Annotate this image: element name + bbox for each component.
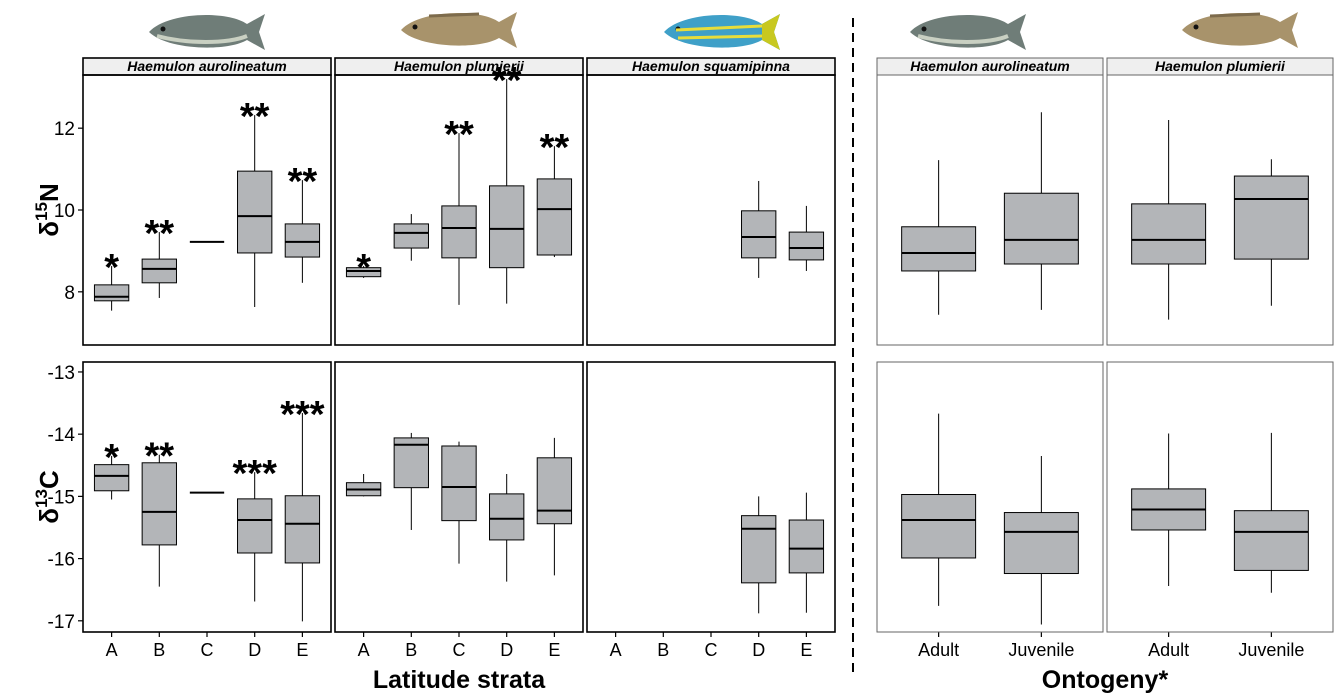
fish-icon	[910, 14, 1026, 50]
significance-label: **	[492, 60, 522, 102]
box	[1003, 512, 1079, 575]
x-tick-label: C	[453, 640, 466, 660]
y-tick-label: -16	[48, 550, 75, 571]
box	[741, 515, 777, 584]
x-tick-label: D	[500, 640, 513, 660]
x-tick-label: Adult	[918, 640, 959, 660]
significance-label: ***	[233, 453, 278, 495]
box	[284, 495, 321, 564]
box	[393, 223, 429, 249]
fish-icon	[1182, 12, 1298, 48]
x-tick-label: A	[610, 640, 622, 660]
box	[1233, 510, 1309, 571]
box	[284, 223, 321, 258]
y-title-element: C	[34, 470, 64, 489]
y-tick-label: -14	[48, 425, 76, 446]
box	[1233, 175, 1309, 260]
fish-icon	[149, 14, 265, 50]
y-tick-label: -13	[48, 363, 75, 384]
panel	[876, 361, 1104, 633]
y-axis-title: δ15N	[32, 183, 64, 236]
y-tick-label: 8	[64, 283, 75, 304]
box	[536, 178, 573, 256]
panel	[876, 74, 1104, 346]
significance-label: **	[240, 96, 270, 138]
strip-title: Haemulon aurolineatum	[910, 58, 1069, 74]
y-title-symbol: δ	[34, 221, 64, 237]
panel	[334, 361, 584, 633]
y-axis-title: δ13C	[32, 470, 64, 524]
x-axis-title: Ontogeny*	[1042, 666, 1169, 693]
box	[141, 462, 177, 546]
box	[237, 498, 273, 554]
x-tick-label: A	[358, 640, 370, 660]
significance-label: *	[104, 247, 119, 289]
y-title-element: N	[34, 183, 64, 202]
x-axis-title: Latitude strata	[373, 666, 546, 693]
box	[489, 185, 525, 269]
significance-label: **	[444, 114, 474, 156]
significance-label: **	[540, 127, 570, 169]
y-tick-label: -17	[48, 612, 75, 633]
significance-label: *	[104, 437, 119, 479]
x-tick-label: D	[752, 640, 765, 660]
significance-label: **	[288, 161, 318, 203]
box	[441, 205, 477, 259]
box	[393, 437, 429, 489]
strip-title: Haemulon aurolineatum	[127, 58, 286, 74]
panel	[1106, 361, 1334, 633]
x-tick-label: C	[705, 640, 718, 660]
x-tick-label: E	[548, 640, 560, 660]
box	[536, 457, 573, 525]
box	[489, 493, 525, 541]
x-tick-label: A	[106, 640, 118, 660]
box	[93, 464, 130, 492]
y-tick-label: -15	[48, 487, 75, 508]
x-tick-label: C	[201, 640, 214, 660]
box	[901, 226, 977, 272]
significance-label: ***	[280, 394, 325, 436]
significance-label: **	[145, 436, 175, 478]
x-tick-label: Adult	[1148, 640, 1189, 660]
x-tick-label: Juvenile	[1008, 640, 1074, 660]
box	[901, 494, 977, 559]
y-tick-label: 10	[54, 201, 75, 222]
x-tick-label: D	[248, 640, 261, 660]
x-tick-label: E	[296, 640, 308, 660]
strip-title: Haemulon squamipinna	[632, 58, 790, 74]
box	[441, 445, 477, 522]
significance-label: **	[145, 213, 175, 255]
x-tick-label: Juvenile	[1238, 640, 1304, 660]
x-tick-label: E	[800, 640, 812, 660]
panel	[82, 74, 332, 346]
box	[1003, 192, 1079, 265]
x-tick-label: B	[657, 640, 669, 660]
panel	[1106, 74, 1334, 346]
box	[345, 267, 382, 278]
box	[1131, 203, 1207, 265]
x-tick-label: B	[153, 640, 165, 660]
panel	[334, 74, 584, 346]
box	[237, 170, 273, 254]
x-tick-label: B	[405, 640, 417, 660]
fish-icon	[401, 12, 517, 48]
strip-title: Haemulon plumierii	[1155, 58, 1286, 74]
y-tick-label: 12	[54, 119, 75, 140]
box	[788, 519, 825, 574]
box	[788, 231, 825, 261]
box	[741, 210, 777, 259]
y-title-symbol: δ	[34, 508, 64, 524]
fish-icon	[664, 14, 780, 50]
y-title-isotope: 15	[32, 202, 51, 221]
strip-title: Haemulon plumierii	[394, 58, 525, 74]
y-title-isotope: 13	[32, 489, 51, 508]
panel	[586, 74, 836, 346]
panel	[82, 361, 332, 633]
panel	[586, 361, 836, 633]
box	[141, 258, 177, 284]
significance-label: *	[356, 247, 371, 289]
